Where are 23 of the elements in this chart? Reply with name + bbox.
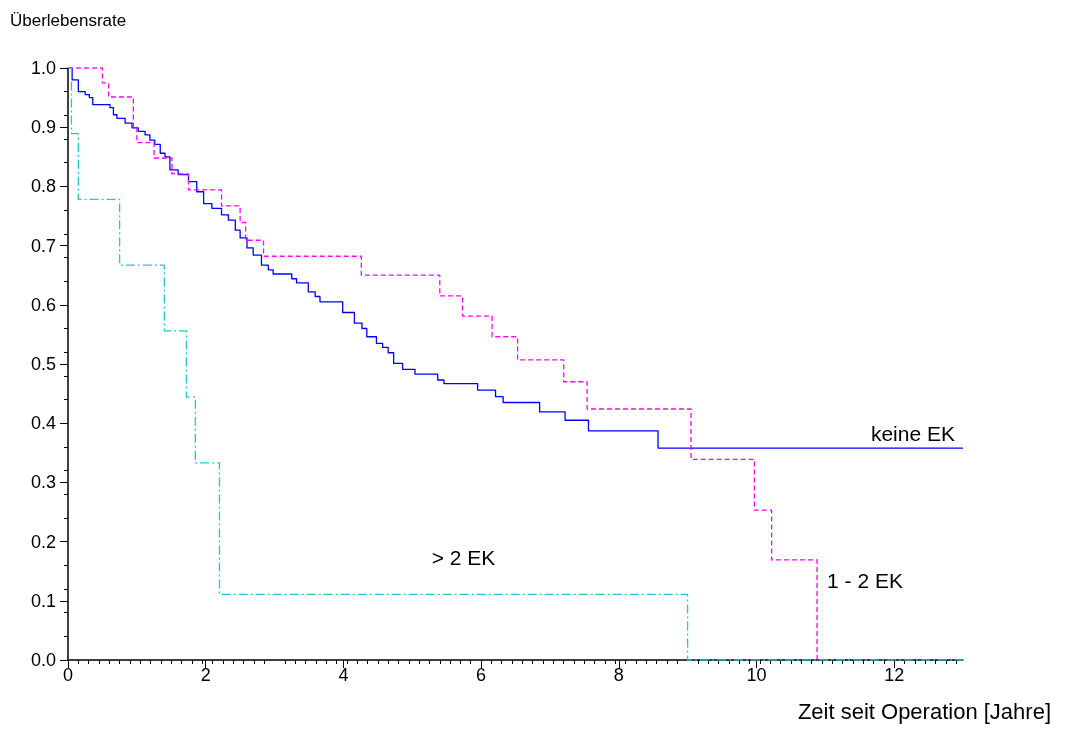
x-tick-label: 4 xyxy=(338,665,349,685)
y-tick-label: 0.3 xyxy=(30,472,56,493)
x-tick-label: 0 xyxy=(62,665,74,685)
y-tick-label: 0.6 xyxy=(30,294,56,315)
series-label: > 2 EK xyxy=(431,546,496,570)
x-tick-label: 2 xyxy=(200,665,211,685)
y-tick-label: 0.2 xyxy=(30,531,56,552)
y-tick-label: 0.5 xyxy=(30,354,56,374)
y-tick-label: 0.4 xyxy=(30,413,56,434)
y-tick-label: 0.9 xyxy=(30,117,56,138)
x-tick-label: 10 xyxy=(746,665,767,685)
x-tick-label: 6 xyxy=(476,665,487,685)
y-tick-label: 0.8 xyxy=(30,176,56,197)
y-tick-label: 0.0 xyxy=(30,650,56,670)
y-tick-label: 0.1 xyxy=(30,590,56,611)
y-tick-label: 0.7 xyxy=(30,235,56,256)
x-tick-label: 8 xyxy=(613,665,624,685)
y-tick-label: 1.0 xyxy=(30,58,56,78)
y-axis-title: Überlebensrate xyxy=(10,11,127,30)
x-axis-title: Zeit seit Operation [Jahre] xyxy=(797,698,1052,724)
x-tick-label: 12 xyxy=(884,665,905,685)
series-label: keine EK xyxy=(870,422,955,446)
series-label: 1 - 2 EK xyxy=(827,568,903,592)
